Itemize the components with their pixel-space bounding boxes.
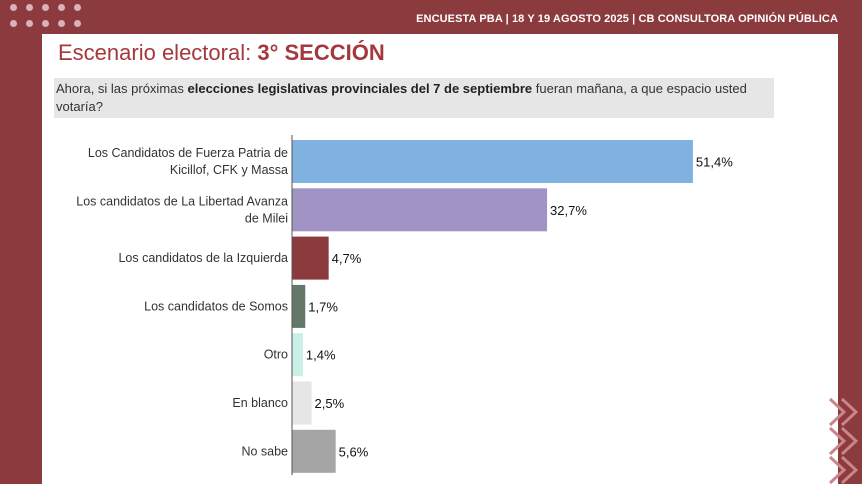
value-label-1: 51,4% [696, 155, 733, 170]
category-label-6: En blanco [232, 396, 288, 410]
category-label-3: Los candidatos de la Izquierda [118, 251, 288, 265]
bar-5 [292, 333, 303, 377]
content-panel: Escenario electoral: 3° SECCIÓN Ahora, s… [42, 34, 838, 484]
question-part2: fueran mañana, a que espacio usted votar… [56, 81, 747, 114]
bar-chart: 51,4% Los Candidatos de Fuerza Patria de K… [76, 135, 733, 476]
decorative-dots [10, 4, 90, 34]
bar-4 [292, 284, 306, 328]
bar-2 [292, 188, 548, 232]
category-label-line: Otro [264, 348, 288, 362]
page-title: Escenario electoral: 3° SECCIÓN [58, 40, 385, 66]
category-label-5: Otro [264, 348, 288, 362]
value-label-2: 32,7% [550, 203, 587, 218]
title-prefix: Escenario electoral: [58, 40, 258, 65]
category-label-line: Los Candidatos de Fuerza Patria de [88, 146, 288, 160]
bar-3 [292, 236, 329, 280]
category-label-line: de Milei [245, 211, 288, 225]
category-label-line: Los candidatos de la Izquierda [118, 251, 288, 265]
category-label-2: Los candidatos de La Libertad Avanza de M… [76, 194, 288, 225]
value-label-6: 2,5% [315, 396, 345, 411]
category-label-line: Los candidatos de Somos [144, 299, 288, 313]
category-label-line: No sabe [241, 444, 288, 458]
value-label-3: 4,7% [332, 251, 362, 266]
category-label-7: No sabe [241, 444, 288, 458]
chevron-decoration-icon [828, 397, 859, 484]
value-label-4: 1,7% [308, 299, 338, 314]
category-label-4: Los candidatos de Somos [144, 299, 288, 313]
question-bold: elecciones legislativas provinciales del… [187, 81, 533, 96]
value-label-5: 1,4% [306, 348, 336, 363]
category-label-line: En blanco [232, 396, 288, 410]
bar-6 [292, 381, 312, 425]
question-part1: Ahora, si las próximas [56, 81, 188, 96]
survey-header: ENCUESTA PBA | 18 Y 19 AGOSTO 2025 | CB … [416, 13, 838, 25]
title-highlight: 3° SECCIÓN [257, 40, 385, 65]
category-label-1: Los Candidatos de Fuerza Patria de Kicill… [88, 146, 288, 177]
category-label-line: Kicillof, CFK y Massa [170, 163, 288, 177]
bar-7 [292, 429, 336, 473]
value-label-7: 5,6% [339, 444, 369, 459]
category-label-line: Los candidatos de La Libertad Avanza [76, 194, 288, 208]
question-box: Ahora, si las próximas elecciones legisl… [54, 78, 774, 118]
bar-1 [292, 140, 693, 183]
